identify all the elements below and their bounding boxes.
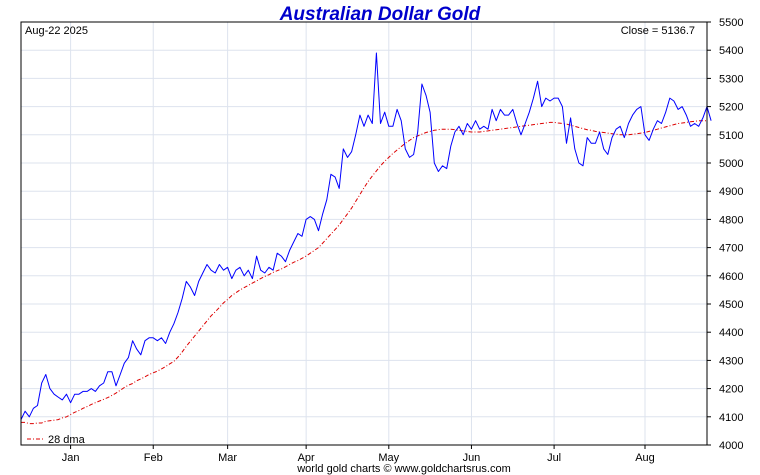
y-tick-label: 5200 — [719, 102, 743, 114]
y-tick-label: 4900 — [719, 186, 743, 198]
y-axis: 4000 4100 4200 4300 4400 4500 4600 4700 4800 4900… — [707, 17, 743, 452]
y-tick-label: 4000 — [719, 440, 743, 452]
x-tick-label: Jun — [463, 452, 481, 464]
x-tick-label: Apr — [298, 452, 315, 464]
price-series — [20, 52, 712, 420]
close-label: Close = 5136.7 — [621, 25, 695, 37]
plot-frame — [20, 21, 708, 446]
x-tick-label: Jul — [547, 452, 561, 464]
y-tick-label: 4500 — [719, 299, 743, 311]
y-tick-label: 5300 — [719, 73, 743, 85]
y-tick-label: 5500 — [719, 17, 743, 29]
x-tick-label: May — [378, 452, 399, 464]
legend-dma-label: 28 dma — [48, 434, 86, 446]
x-tick-label: Aug — [635, 452, 655, 464]
x-tick-label: Feb — [144, 452, 163, 464]
y-tick-label: 4100 — [719, 412, 743, 424]
x-tick-label: Mar — [218, 452, 237, 464]
y-tick-label: 4700 — [719, 243, 743, 255]
date-label: Aug-22 2025 — [25, 25, 88, 37]
y-tick-label: 4300 — [719, 355, 743, 367]
y-tick-label: 4400 — [719, 327, 743, 339]
legend: 28 dma — [27, 434, 86, 446]
y-tick-label: 5400 — [719, 45, 743, 57]
chart-title: Australian Dollar Gold — [279, 4, 481, 25]
y-tick-label: 4200 — [719, 384, 743, 396]
y-tick-label: 4600 — [719, 271, 743, 283]
plot-background — [21, 22, 707, 445]
footer-credit: world gold charts © www.goldchartsrus.co… — [296, 463, 511, 475]
y-tick-label: 5000 — [719, 158, 743, 170]
x-axis: Jan Feb Mar Apr May Jun Jul Aug — [62, 445, 655, 464]
y-tick-label: 4800 — [719, 214, 743, 226]
price-line — [20, 52, 712, 420]
y-tick-label: 5100 — [719, 130, 743, 142]
grid — [21, 22, 707, 445]
x-tick-label: Jan — [62, 452, 80, 464]
